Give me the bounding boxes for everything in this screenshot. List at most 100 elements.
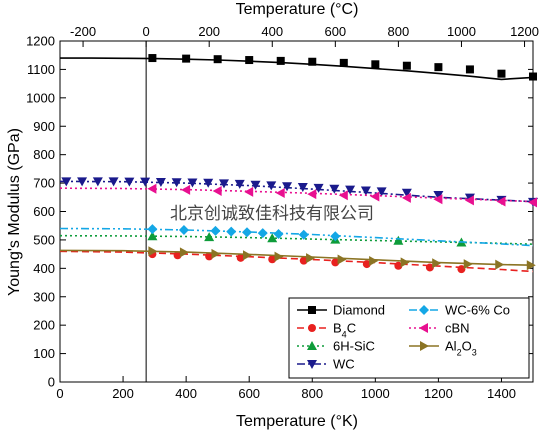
series-point-diamond — [371, 60, 380, 69]
series-point-al2o3 — [463, 259, 473, 270]
series-point-wc — [329, 184, 340, 194]
top-tick-label: 600 — [324, 24, 346, 39]
series-point-cbn — [528, 197, 537, 208]
y-tick-label: 600 — [33, 204, 55, 219]
series-line-diamond — [60, 57, 534, 81]
series-point-al2o3 — [526, 260, 536, 271]
series-point-wc — [171, 178, 182, 188]
legend-box — [288, 297, 530, 379]
legend-label-cbn: cBN — [445, 321, 470, 336]
series-point-al2o3 — [179, 247, 189, 258]
legend-marker-al2o3 — [420, 341, 429, 351]
y-tick-label: 100 — [33, 346, 55, 361]
series-point-wc — [124, 177, 135, 187]
legend-label-b4c: B4C — [333, 321, 356, 340]
series-point-wc-6-co — [178, 224, 189, 235]
series-point-diamond — [213, 55, 222, 64]
series-point-diamond — [245, 56, 254, 65]
series-point-wc — [187, 178, 198, 188]
series-point-cbn — [181, 184, 191, 195]
series-point-diamond — [308, 57, 317, 66]
x-tick-label: 1200 — [424, 386, 453, 401]
series-point-b4c — [425, 263, 434, 272]
series-point-cbn — [338, 190, 348, 201]
y-tick-label: 500 — [33, 232, 55, 247]
x-tick-label: 1400 — [487, 386, 516, 401]
series-point-al2o3 — [211, 248, 221, 259]
series-point-al2o3 — [306, 253, 316, 264]
series-point-wc-6-co — [330, 231, 341, 242]
series-point-6h-sic — [147, 231, 158, 241]
series-point-wc — [313, 183, 324, 193]
top-tick-label: 0 — [143, 24, 150, 39]
series-point-cbn — [147, 183, 157, 194]
series-point-diamond — [182, 54, 191, 63]
series-point-al2o3 — [148, 246, 158, 257]
legend-marker-diamond — [308, 306, 316, 314]
y-tick-label: 900 — [33, 119, 55, 134]
y-axis-title: Young's Modulus (GPa) — [6, 128, 23, 296]
top-axis-title: Temperature (°C) — [236, 1, 359, 18]
legend-marker-cbn — [419, 323, 428, 333]
y-tick-label: 700 — [33, 176, 55, 191]
series-line-wc-6-co — [59, 227, 534, 247]
series-point-wc — [61, 177, 72, 187]
series-point-wc — [155, 177, 166, 187]
series-point-wc — [77, 177, 88, 187]
legend-marker-6h-sic — [307, 341, 317, 350]
series-point-wc — [140, 177, 151, 187]
series-point-wc — [218, 179, 229, 189]
x-tick-label: 0 — [56, 386, 63, 401]
series-point-b4c — [268, 255, 277, 264]
series-point-cbn — [212, 186, 222, 197]
series-point-al2o3 — [432, 258, 442, 269]
series-point-al2o3 — [495, 259, 505, 270]
series-point-wc — [92, 177, 103, 187]
series-point-wc — [234, 179, 245, 189]
series-point-diamond — [434, 63, 443, 72]
y-tick-label: 0 — [48, 375, 55, 390]
series-point-al2o3 — [242, 250, 252, 261]
x-tick-label: 600 — [238, 386, 260, 401]
series-point-wc — [266, 181, 277, 191]
x-tick-label: 800 — [301, 386, 323, 401]
series-point-wc — [376, 187, 387, 197]
series-point-wc — [203, 178, 214, 188]
y-tick-label: 400 — [33, 261, 55, 276]
series-point-wc — [433, 191, 444, 201]
x-tick-label: 200 — [112, 386, 134, 401]
series-point-b4c — [205, 252, 214, 261]
series-point-al2o3 — [337, 254, 347, 265]
series-point-al2o3 — [369, 255, 379, 266]
series-point-cbn — [401, 192, 411, 203]
series-point-cbn — [307, 189, 317, 200]
series-point-cbn — [244, 186, 254, 197]
series-point-cbn — [370, 191, 380, 202]
series-line-wc — [59, 180, 534, 203]
series-point-6h-sic — [204, 232, 215, 242]
x-tick-label: 1000 — [361, 386, 390, 401]
y-tick-label: 1000 — [26, 90, 55, 105]
series-point-diamond — [339, 58, 348, 67]
series-point-diamond — [402, 61, 411, 70]
legend-label-wc-6-co: WC-6% Co — [445, 303, 510, 318]
top-tick-label: 200 — [198, 24, 220, 39]
bottom-axis-title: Temperature (°K) — [236, 413, 358, 430]
series-point-b4c — [394, 261, 403, 270]
series-point-wc-6-co — [273, 228, 284, 239]
series-point-cbn — [464, 195, 474, 206]
legend-marker-b4c — [308, 324, 316, 332]
y-tick-label: 300 — [33, 289, 55, 304]
series-point-wc-6-co — [226, 226, 237, 237]
legend-marker-wc — [307, 360, 317, 369]
series-point-wc — [345, 185, 356, 195]
series-point-al2o3 — [274, 251, 284, 262]
series-point-b4c — [457, 265, 466, 274]
top-tick-label: 400 — [261, 24, 283, 39]
series-point-wc — [250, 180, 261, 190]
series-point-b4c — [173, 251, 182, 260]
series-point-wc — [360, 186, 371, 196]
series-point-cbn — [496, 196, 506, 207]
legend-label-6h-sic: 6H-SiC — [333, 339, 375, 354]
